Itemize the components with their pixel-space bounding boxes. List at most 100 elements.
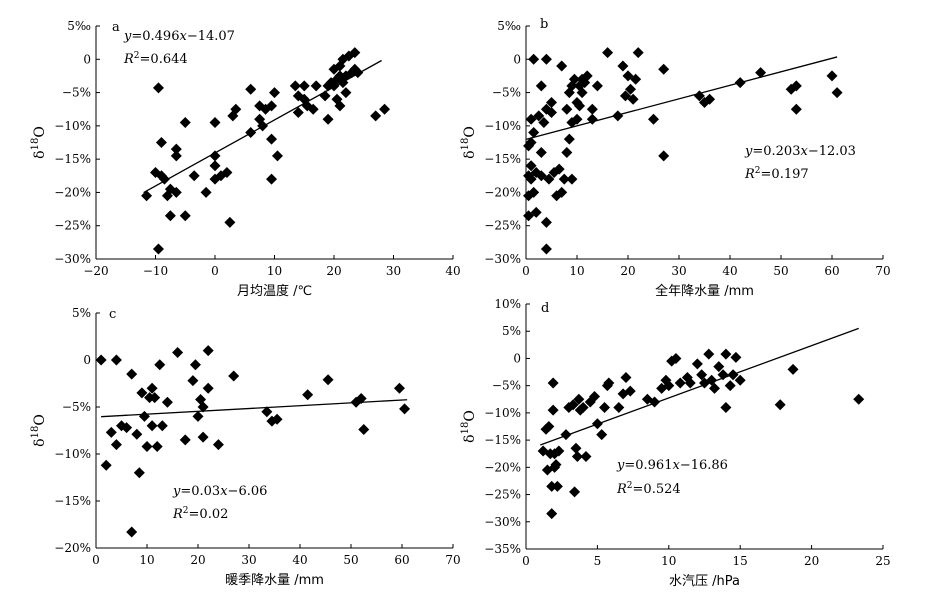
data-point <box>393 382 405 394</box>
data-point <box>581 70 593 82</box>
data-point <box>546 107 557 119</box>
data-point <box>152 243 164 255</box>
y-tick-label: 5% <box>72 306 91 320</box>
r-squared: R2=0.02 <box>172 506 228 522</box>
data-point <box>271 413 283 425</box>
data-point <box>172 346 184 358</box>
data-point <box>596 429 608 441</box>
panel-letter: d <box>541 301 549 316</box>
data-point <box>179 117 191 129</box>
y-tick-label: −30% <box>54 252 91 266</box>
y-tick-label: 0 <box>83 353 91 367</box>
data-point <box>136 387 148 399</box>
y-axis-label: δ18O <box>30 414 48 447</box>
x-tick-label: 5 <box>594 554 602 568</box>
data-point <box>620 372 632 383</box>
data-point <box>553 445 565 457</box>
regression-equation: y=0.03x−6.06 <box>172 484 267 499</box>
x-tick-label: 10 <box>139 553 154 567</box>
data-point <box>158 173 170 185</box>
data-point <box>141 190 153 202</box>
data-point <box>370 110 382 122</box>
y-tick-label: −10% <box>484 119 521 133</box>
x-tick-label: 50 <box>343 553 358 567</box>
data-point <box>307 103 319 115</box>
data-point <box>156 420 168 432</box>
data-point <box>602 47 614 59</box>
data-point <box>853 393 865 405</box>
data-point <box>556 60 568 72</box>
data-point <box>538 117 550 129</box>
data-point <box>724 380 736 392</box>
data-point <box>696 369 708 381</box>
data-point <box>560 429 572 441</box>
data-point <box>525 137 537 148</box>
data-point <box>674 377 686 389</box>
data-point <box>110 354 122 366</box>
y-tick-label: 0 <box>83 52 91 66</box>
y-axis-label: δ18O <box>30 126 48 159</box>
regression-line <box>540 327 859 446</box>
data-point <box>164 210 176 222</box>
data-point <box>586 103 598 115</box>
y-tick-label: −15% <box>54 494 91 508</box>
x-tick-label: 10 <box>569 264 584 278</box>
x-axis-label: 全年降水量 /mm <box>655 283 754 299</box>
data-point <box>149 392 161 404</box>
data-point <box>570 442 582 454</box>
data-point <box>179 210 191 222</box>
x-tick-label: 0 <box>522 264 530 278</box>
data-point <box>574 100 586 112</box>
data-point <box>202 345 214 357</box>
data-point <box>525 160 537 172</box>
data-point <box>188 170 200 182</box>
x-tick-label: 20 <box>804 554 819 568</box>
data-point <box>197 431 209 443</box>
data-point <box>577 401 589 413</box>
y-tick-label: 0 <box>513 351 521 365</box>
data-point <box>266 173 278 185</box>
data-point <box>121 422 133 434</box>
data-point <box>138 410 150 422</box>
data-point <box>612 110 624 122</box>
data-point <box>334 100 346 112</box>
y-axis-label: δ18O <box>460 126 478 159</box>
y-tick-label: −5% <box>62 86 91 100</box>
y-tick-label: −20% <box>484 185 521 199</box>
data-point <box>720 348 732 360</box>
y-tick-label: −35% <box>484 542 521 556</box>
data-point <box>727 369 739 381</box>
data-point <box>349 47 361 59</box>
x-tick-label: −10 <box>143 264 168 278</box>
data-point <box>355 393 367 405</box>
data-point <box>826 70 838 82</box>
x-axis-label: 月均温度 /℃ <box>237 283 312 299</box>
y-tick-label: −15% <box>484 152 521 166</box>
y-tick-label: 10% <box>494 297 521 311</box>
data-point <box>221 166 233 178</box>
data-point <box>261 406 273 418</box>
x-tick-label: 70 <box>875 264 890 278</box>
x-tick-label: 0 <box>92 553 100 567</box>
data-point <box>245 127 257 139</box>
data-point <box>170 186 182 198</box>
data-point <box>95 354 107 366</box>
x-tick-label: 30 <box>386 264 401 278</box>
data-point <box>720 401 732 413</box>
x-tick-label: 0 <box>211 264 219 278</box>
data-point <box>289 80 301 92</box>
data-point <box>187 375 199 387</box>
data-point <box>379 103 391 115</box>
data-point <box>717 369 729 381</box>
data-point <box>543 421 555 432</box>
x-tick-label: 60 <box>824 264 839 278</box>
data-point <box>547 404 559 416</box>
data-point <box>528 53 540 65</box>
data-point <box>658 150 670 162</box>
data-point <box>553 163 565 175</box>
y-tick-label: −10% <box>484 406 521 420</box>
panel-d: 0 5 10 15 20 25 10% 5% 0 −5% −10% −15% −20% −25% −30% −… <box>460 297 891 589</box>
data-point <box>152 82 164 94</box>
y-tick-label: −20% <box>54 541 91 555</box>
